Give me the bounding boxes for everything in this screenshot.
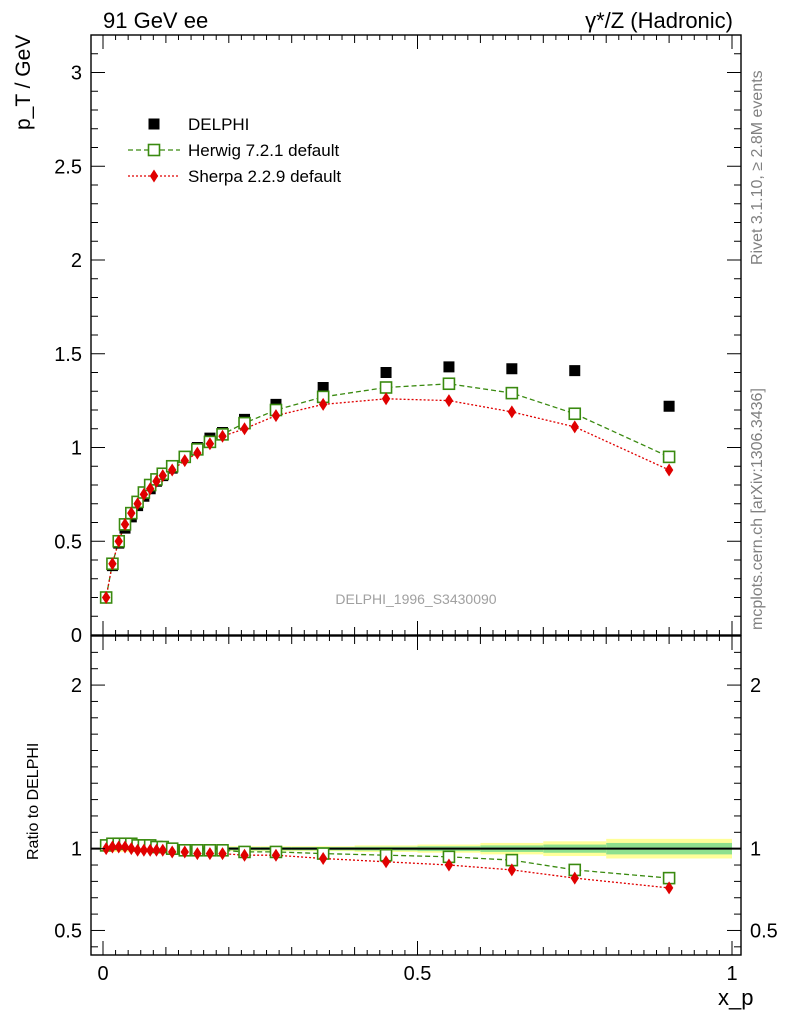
main-sherpa-point (381, 392, 391, 406)
ratio-sherpa-point (218, 847, 227, 861)
main-sherpa-point (664, 463, 674, 477)
main-sherpa-point (507, 405, 517, 419)
main-sherpa-point (444, 394, 454, 408)
x-tick-label: 1 (726, 963, 737, 985)
main-sherpa-point (145, 482, 155, 496)
ratio-xlabel: x_p (718, 985, 753, 1010)
ratio-ylabel: Ratio to DELPHI (25, 743, 42, 860)
main-data-point (443, 361, 455, 373)
main-data-point (380, 367, 392, 378)
ratio-sherpa-point (120, 840, 130, 854)
ratio-sherpa-point (167, 845, 177, 859)
ratio-sherpa-point (318, 851, 328, 865)
legend-data-label: DELPHI (188, 115, 249, 134)
main-sherpa-point (101, 591, 111, 604)
main-series-lines (105, 383, 670, 598)
legend-sherpa-marker (149, 169, 159, 183)
main-sherpa-point (570, 420, 579, 434)
ratio-sherpa-point (271, 848, 281, 862)
axes-frame: 0 0.5 1 0 0.5 1 1.5 2 2.5 3 0.5 0.5 1 1 2 2 (54, 34, 778, 985)
legend-herwig-marker (147, 143, 161, 157)
header-left-label: 91 GeV ee (103, 8, 208, 33)
sherpa-series-line (105, 398, 670, 598)
ratio-y-tick-label-right: 0.5 (750, 920, 778, 942)
ratio-y-tick-label-left: 0.5 (54, 920, 82, 942)
main-sherpa-point (114, 534, 123, 548)
main-y-tick-label: 0 (71, 625, 82, 647)
main-sherpa-point (218, 429, 227, 443)
ratio-sherpa-point (570, 871, 579, 885)
main-herwig-point (568, 407, 582, 421)
ratio-y-tick-label-right: 2 (750, 675, 761, 697)
main-sherpa-point (120, 517, 130, 531)
main-sherpa-point (152, 474, 161, 488)
ratio-sherpa-point (139, 843, 149, 857)
main-sherpa-point (167, 463, 177, 477)
legend-herwig-label: Herwig 7.2.1 default (188, 141, 339, 160)
main-herwig-point (442, 377, 456, 391)
legend-sherpa-label: Sherpa 2.2.9 default (188, 167, 341, 186)
ratio-sherpa-point (108, 840, 117, 854)
ratio-y-tick-label-right: 1 (750, 839, 761, 861)
main-y-tick-label: 2 (71, 250, 82, 272)
ratio-y-tick-label-left: 1 (71, 839, 82, 861)
ratio-data-points (99, 837, 676, 895)
main-data-points (99, 361, 676, 604)
main-herwig-point (662, 450, 676, 464)
main-sherpa-point (318, 397, 328, 411)
ratio-sherpa-point (664, 881, 674, 895)
ratio-sherpa-point (101, 842, 111, 856)
herwig-series-line (105, 383, 670, 598)
main-sherpa-point (158, 469, 167, 483)
main-sherpa-point (108, 557, 117, 571)
main-y-tick-label: 1.5 (54, 344, 82, 366)
main-data-point (317, 382, 329, 393)
main-sherpa-point (240, 422, 249, 436)
main-sherpa-point (180, 454, 189, 468)
ratio-sherpa-point (145, 843, 155, 857)
ratio-sherpa-point (152, 843, 161, 857)
ratio-sherpa-point (205, 847, 215, 861)
ratio-sherpa-point (193, 847, 202, 861)
main-sherpa-point (139, 487, 149, 501)
main-sherpa-point (127, 506, 136, 520)
mcplots-side-text: mcplots.cern.ch [arXiv:1306.3436] (749, 388, 766, 630)
legend-data-marker (148, 118, 160, 130)
x-tick-label: 0.5 (404, 963, 432, 985)
ratio-sherpa-point (127, 842, 136, 856)
main-sherpa-point (193, 446, 202, 460)
main-y-tick-label: 3 (71, 63, 82, 85)
legend: DELPHI Herwig 7.2.1 default Sherpa 2.2.9 d… (128, 115, 341, 186)
ratio-sherpa-point (381, 855, 391, 869)
ratio-sherpa-point (180, 845, 189, 859)
main-y-tick-label: 0.5 (54, 531, 82, 553)
ratio-sherpa-point (158, 843, 167, 857)
main-sherpa-point (133, 497, 142, 511)
analysis-watermark: DELPHI_1996_S3430090 (335, 591, 496, 607)
main-data-point (506, 363, 518, 375)
ratio-y-tick-label-left: 2 (71, 675, 82, 697)
header-right-label: γ*/Z (Hadronic) (585, 8, 733, 33)
main-ylabel: p_T / GeV (12, 35, 35, 130)
main-sherpa-point (271, 409, 281, 423)
main-y-tick-label: 1 (71, 438, 82, 460)
main-herwig-point (505, 386, 519, 400)
ratio-plot-frame (90, 635, 742, 956)
x-tick-label: 0 (97, 963, 108, 985)
main-y-tick-label: 2.5 (54, 156, 82, 178)
main-herwig-point (379, 381, 393, 394)
main-sherpa-point (205, 437, 215, 451)
ratio-sherpa-point (444, 858, 454, 872)
main-data-point (569, 365, 581, 377)
rivet-side-text: Rivet 3.1.10, ≥ 2.8M events (749, 70, 766, 265)
ratio-sherpa-point (114, 840, 123, 854)
ratio-sherpa-point (240, 848, 249, 862)
ratio-sherpa-point (507, 863, 517, 877)
ratio-sherpa-point (133, 843, 142, 857)
main-data-point (663, 400, 675, 412)
